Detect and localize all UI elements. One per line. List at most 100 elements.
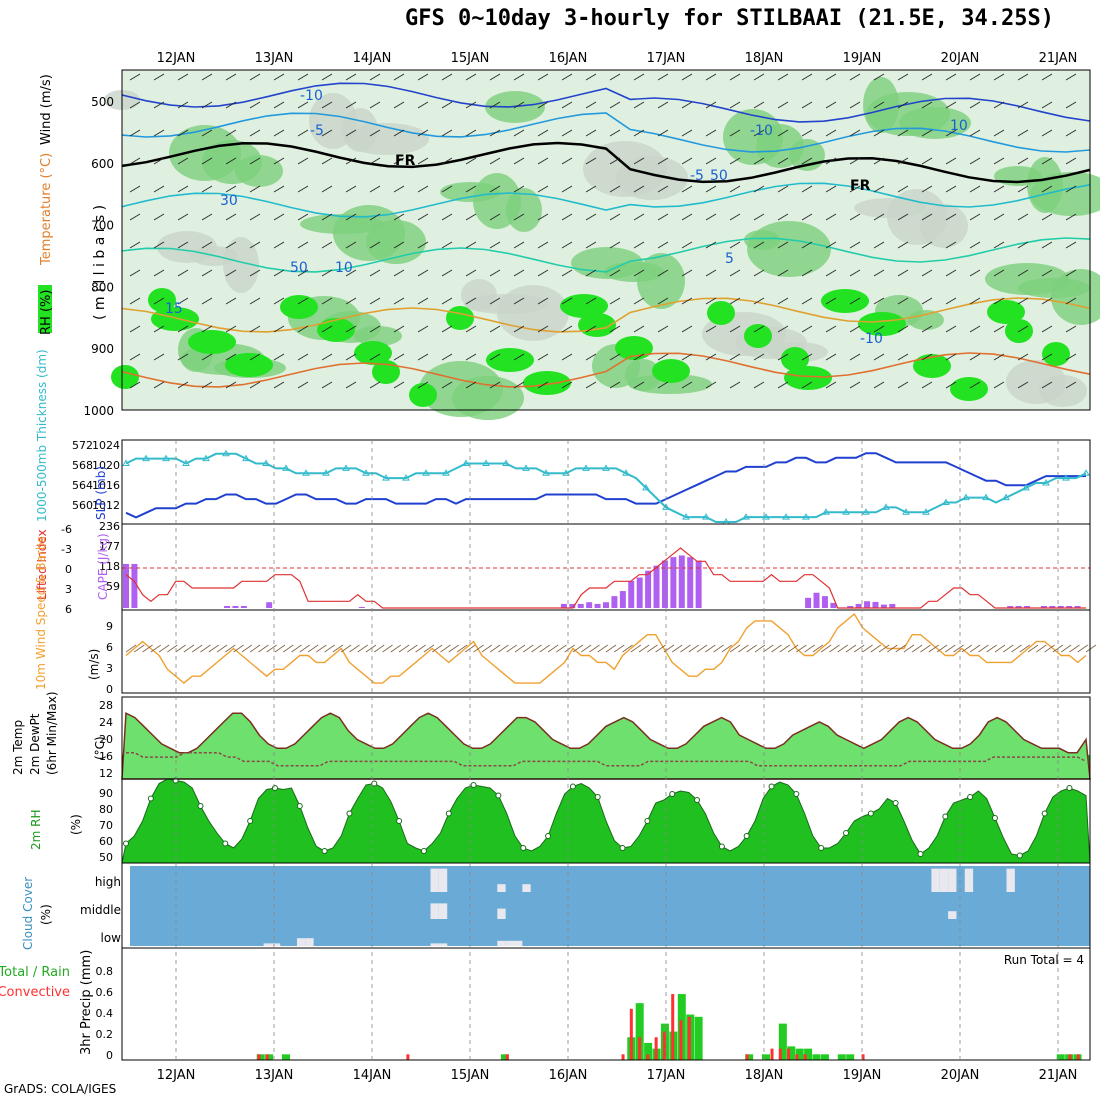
date-label-bottom: 16JAN — [549, 1068, 588, 1083]
cape-bar — [577, 603, 584, 608]
wind-barb — [873, 269, 885, 277]
wind-barb — [993, 185, 1005, 193]
wind-barb — [633, 269, 645, 277]
cape-bar — [805, 597, 812, 608]
wind-barb — [225, 213, 237, 221]
wind-barb — [177, 381, 189, 389]
wind-barb — [129, 381, 141, 389]
wind-barb — [345, 353, 357, 361]
wind-barb — [273, 129, 285, 137]
rh-blob-high — [821, 289, 869, 313]
wind-barb — [321, 73, 333, 81]
wind-barb — [345, 325, 357, 333]
li-tick-label: 0 — [65, 563, 72, 576]
wind-barb — [1065, 101, 1077, 109]
wind-barb — [609, 353, 621, 361]
date-label-top: 15JAN — [451, 51, 490, 66]
wind-barb — [177, 325, 189, 333]
wind-barb — [537, 73, 549, 81]
thickness-point — [162, 454, 170, 462]
wind-barb-10m — [630, 644, 642, 653]
cape-bar — [1074, 605, 1081, 608]
wind-barb — [513, 185, 525, 193]
wind-barb-10m — [216, 644, 228, 653]
wind-barb — [441, 381, 453, 389]
wind-barb — [225, 241, 237, 249]
wind-barb — [633, 129, 645, 137]
wind-barb-10m — [829, 644, 840, 653]
wind-barb — [705, 325, 717, 333]
thickness-line — [125, 452, 1087, 523]
wind-barb — [633, 73, 645, 81]
pressure-tick-label: 1000 — [83, 404, 114, 418]
wind-barb — [537, 101, 549, 109]
wind-barb — [945, 381, 957, 389]
wind-barb-10m — [349, 644, 360, 653]
rh-blob-high — [446, 306, 474, 330]
wind-barb — [1041, 381, 1053, 389]
wind-barb — [921, 325, 933, 333]
precip-total-bar — [778, 1023, 787, 1060]
wind-barb — [1017, 185, 1029, 193]
wind-barb — [777, 241, 789, 249]
wind-barb-10m — [324, 644, 335, 653]
wind-barb — [585, 157, 597, 165]
wind-barb — [681, 157, 693, 165]
wind-barb-10m — [316, 644, 327, 653]
wind-barb — [417, 353, 429, 361]
wind-barb — [201, 297, 213, 305]
rh-point — [296, 803, 303, 809]
rh-point — [520, 845, 527, 851]
cape-bar — [687, 557, 694, 608]
wind-barb — [609, 101, 621, 109]
li-tick-label: 3 — [65, 583, 72, 596]
wind-barb — [801, 73, 813, 81]
cape-bar — [880, 604, 887, 608]
wind-barb — [537, 381, 549, 389]
wind-barb — [513, 325, 525, 333]
thickness-point — [322, 469, 330, 476]
wind-barb-10m — [357, 644, 368, 653]
cape-bar — [560, 603, 567, 608]
wind-barb-10m — [307, 644, 319, 653]
wind-barb — [441, 241, 453, 249]
rh-blob-high — [317, 318, 355, 342]
thickness-point — [422, 469, 430, 476]
wind-barb — [177, 157, 189, 165]
wind-barb — [801, 185, 813, 193]
wind-barb — [825, 213, 837, 221]
wind-barb — [273, 325, 285, 333]
rh-point — [123, 840, 129, 847]
cloud-block — [964, 868, 974, 892]
wind-barb — [681, 297, 693, 305]
date-label-top: 17JAN — [647, 51, 686, 66]
wind-barb-10m — [763, 644, 774, 653]
temperature-contour — [121, 352, 1091, 388]
rh-point — [346, 810, 353, 817]
wind-barb — [513, 241, 525, 249]
date-label-top: 14JAN — [353, 51, 392, 66]
wind-barb-10m — [299, 644, 311, 653]
wind-barb — [417, 241, 429, 249]
rh-blob-high — [111, 365, 139, 389]
li-tick-label: -3 — [61, 543, 72, 556]
precip-total-bar — [745, 1054, 754, 1060]
wind-barb — [273, 381, 285, 389]
wind-barb — [873, 213, 885, 221]
wind-barb — [561, 157, 573, 165]
wind-barb-10m — [1069, 644, 1080, 653]
wind-barb — [897, 297, 909, 305]
thickness-point — [342, 464, 350, 471]
wind-barb — [153, 325, 165, 333]
rh-2m-axis-label: 2m RH — [29, 810, 43, 851]
wind-barb — [657, 185, 669, 193]
rh-point — [1016, 852, 1023, 859]
wind-barb — [441, 213, 453, 221]
wind-barb — [969, 381, 981, 389]
wind-barb — [657, 353, 669, 361]
wind-barb — [489, 241, 501, 249]
wind-barb — [705, 297, 717, 305]
thickness-point — [1062, 474, 1070, 481]
cloud-level-label: high — [95, 875, 121, 889]
